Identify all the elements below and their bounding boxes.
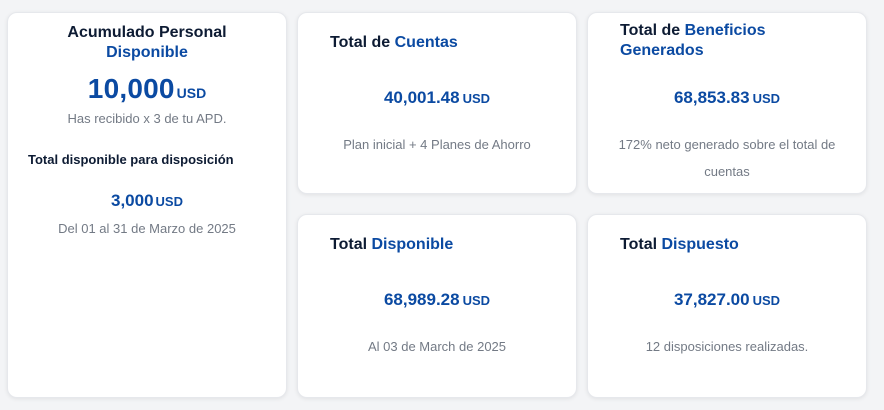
amount-currency: USD — [176, 85, 207, 101]
title-part-2: Dispuesto — [661, 236, 739, 253]
amount: 40,001.48 USD — [298, 88, 576, 108]
title-part-2: Beneficios Generados — [620, 22, 766, 59]
card-acumulado-personal: Acumulado Personal Disponible 10,000 USD … — [7, 12, 287, 398]
amount-currency: USD — [462, 91, 491, 106]
card-total-dispuesto: Total Dispuesto 37,827.00 USD 12 disposic… — [587, 214, 867, 398]
title-part-1: Total de — [620, 22, 681, 39]
card-subtitle: Plan inicial + 4 Planes de Ahorro — [343, 137, 531, 152]
available-amount-value: 3,000 — [111, 191, 154, 210]
card-title: Total Dispuesto — [620, 235, 739, 255]
title-part-1: Total de — [330, 34, 391, 51]
card-total-cuentas: Total de Cuentas 40,001.48 USD Plan inici… — [297, 12, 577, 194]
amount-currency: USD — [752, 293, 781, 308]
title-part-2: Disponible — [371, 236, 454, 253]
amount: 37,827.00 USD — [588, 290, 866, 310]
card-subtitle: 12 disposiciones realizadas. — [645, 339, 809, 354]
available-amount: 3,000 USD — [8, 191, 286, 211]
card-title: Total de Beneficios Generados — [620, 21, 790, 61]
amount: 68,853.83 USD — [588, 88, 866, 108]
title-part-2: Cuentas — [394, 34, 458, 51]
card-total-disponible: Total Disponible 68,989.28 USD Al 03 de M… — [297, 214, 577, 398]
card-title: Total Disponible — [330, 235, 453, 255]
amount: 68,989.28 USD — [298, 290, 576, 310]
card-subtitle: 172% neto generado sobre el total de cue… — [618, 137, 836, 179]
title-part-1: Total — [330, 236, 368, 253]
amount-currency: USD — [752, 91, 781, 106]
amount: 10,000 USD — [8, 73, 286, 105]
title-part-1: Total — [620, 236, 658, 253]
amount-value: 10,000 — [87, 73, 175, 104]
amount-value: 68,853.83 — [673, 88, 750, 107]
amount-currency: USD — [462, 293, 491, 308]
card-total-beneficios: Total de Beneficios Generados 68,853.83 U… — [587, 12, 867, 194]
amount-value: 40,001.48 — [383, 88, 460, 107]
card-title: Total de Cuentas — [330, 33, 458, 53]
amount-value: 37,827.00 — [673, 290, 750, 309]
available-label: Total disponible para disposición — [28, 152, 234, 167]
title-part-1: Acumulado Personal — [67, 24, 227, 41]
title-part-2: Disponible — [106, 44, 188, 61]
available-period: Del 01 al 31 de Marzo de 2025 — [58, 221, 236, 236]
card-subtitle: Al 03 de March de 2025 — [367, 339, 507, 354]
amount-value: 68,989.28 — [383, 290, 460, 309]
amount-subtitle: Has recibido x 3 de tu APD. — [67, 111, 227, 126]
available-amount-currency: USD — [155, 194, 183, 209]
card-title: Acumulado Personal Disponible — [8, 23, 286, 63]
